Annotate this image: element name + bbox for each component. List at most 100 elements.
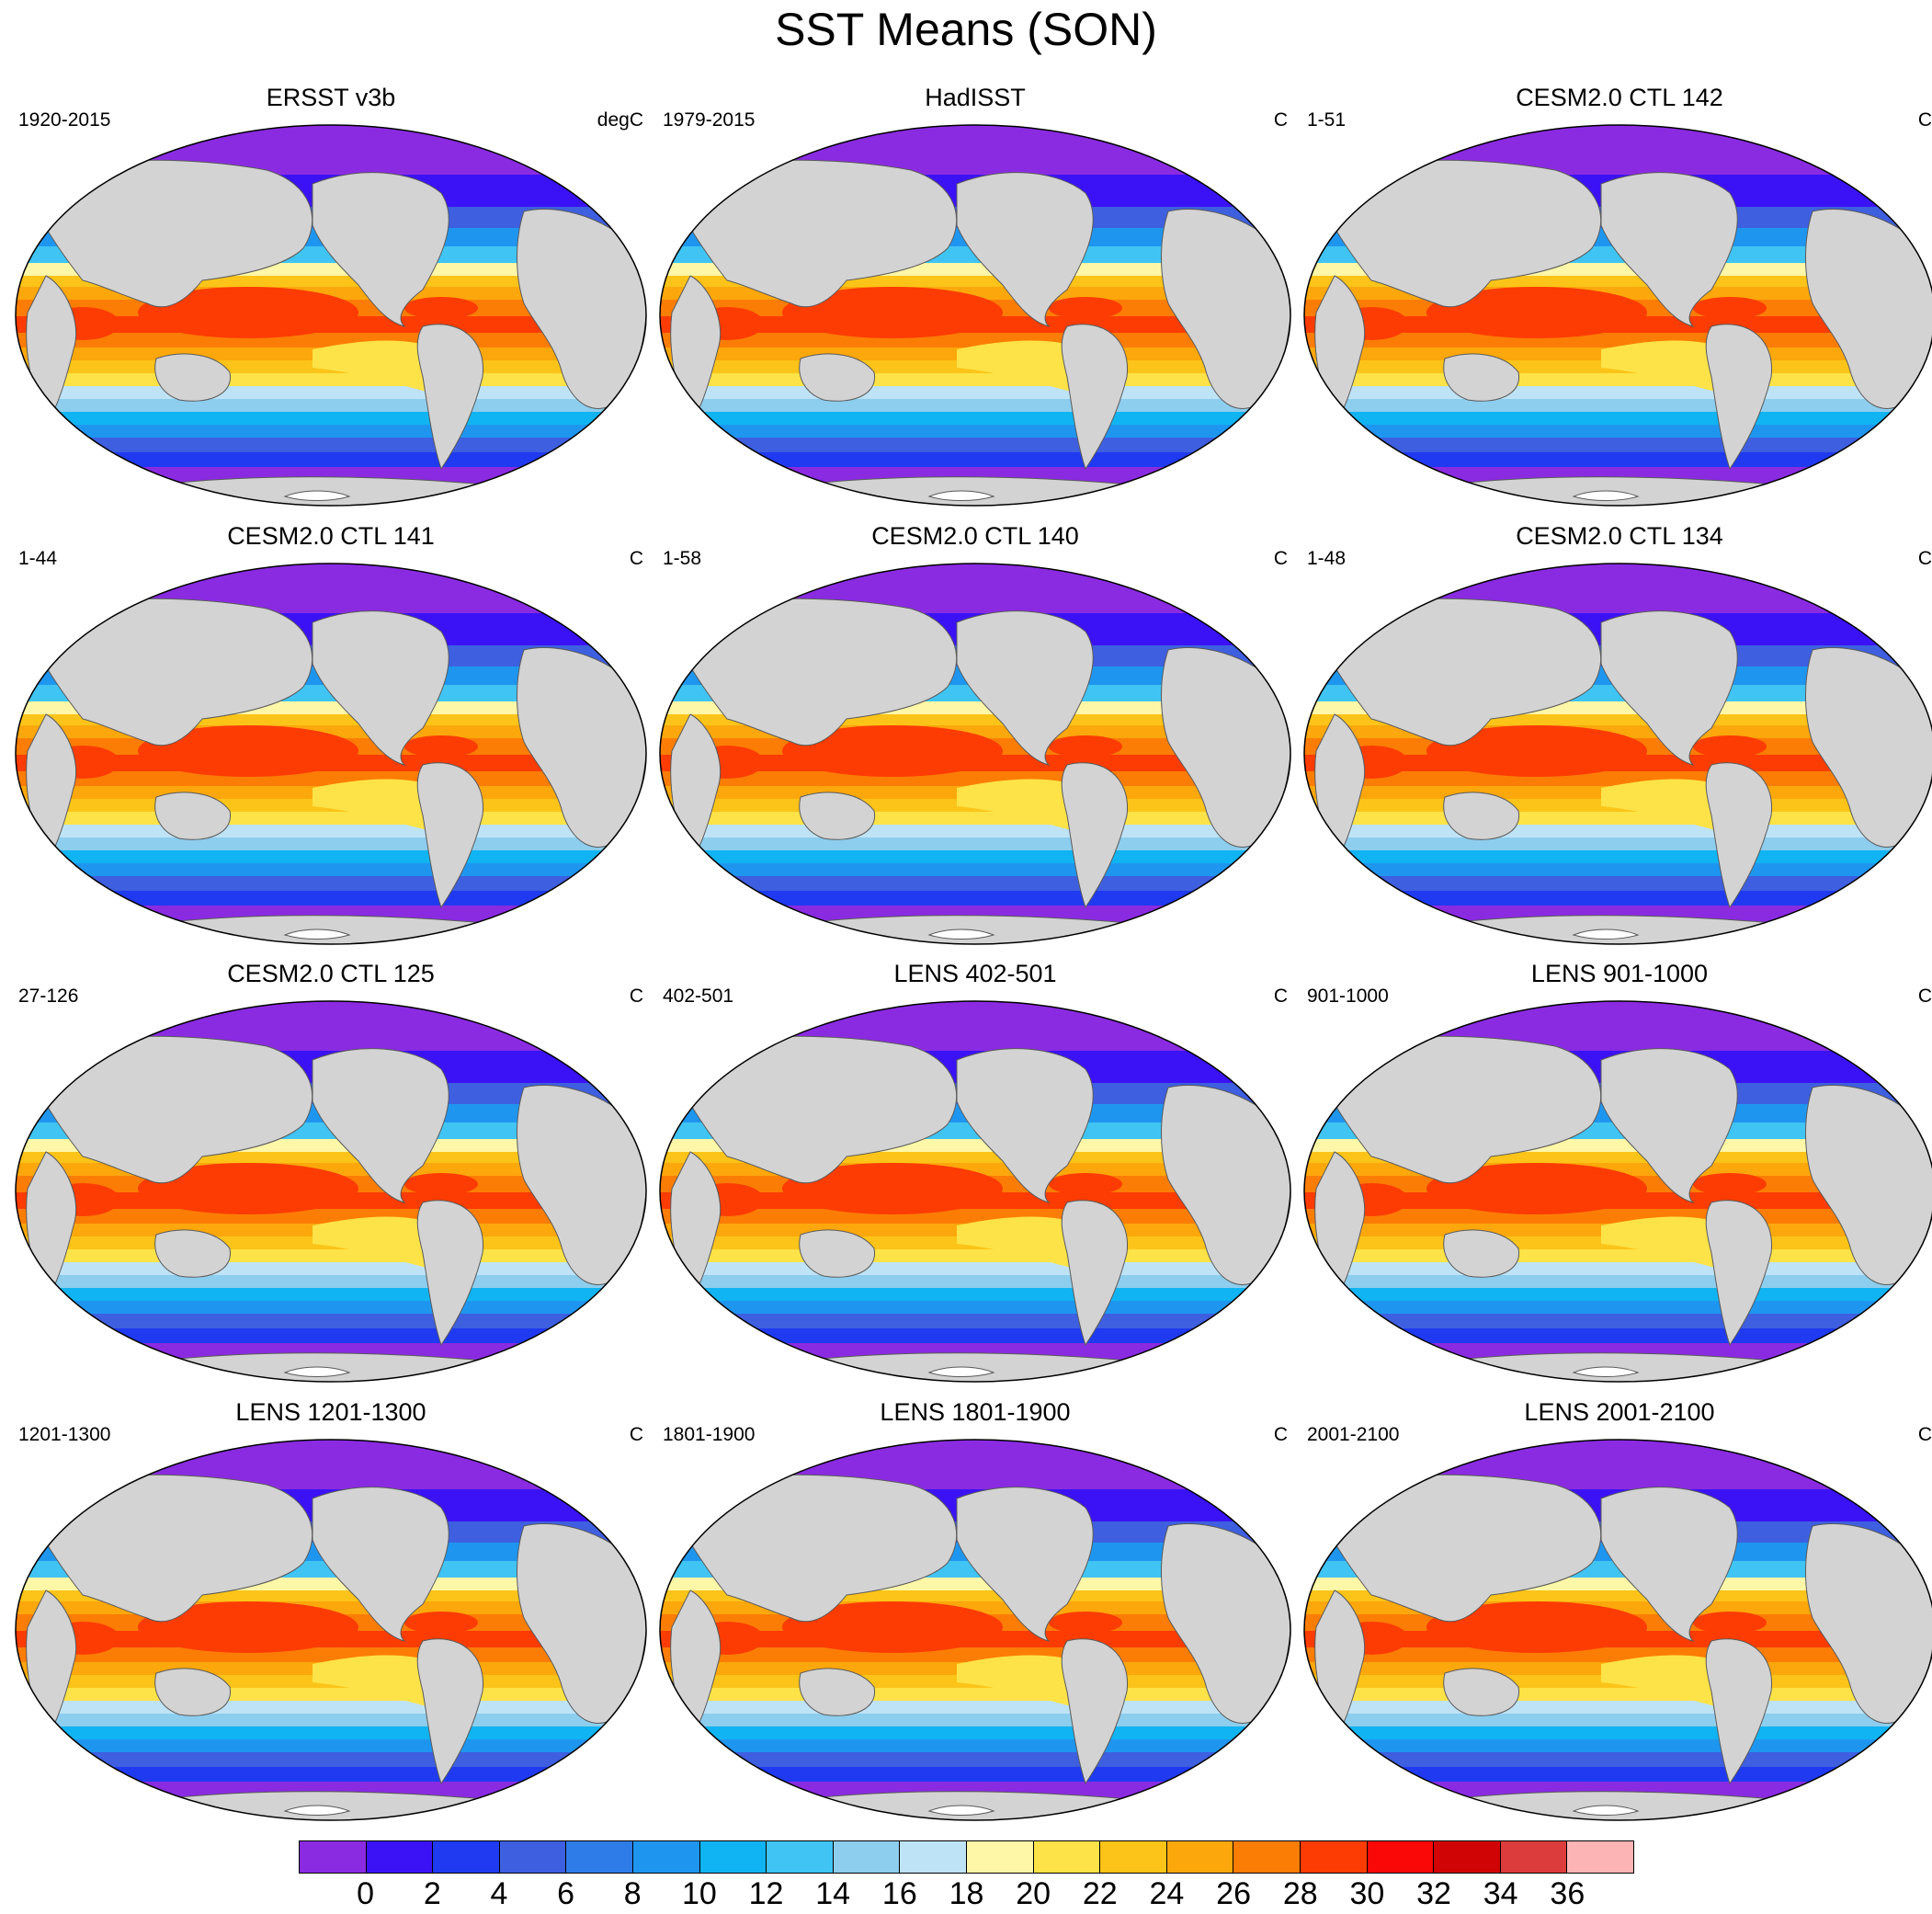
colorbar-box (699, 1841, 767, 1873)
map-panel: LENS 2001-2100 2001-2100 C (1298, 1397, 1932, 1829)
robinson-map (1303, 124, 1932, 507)
map-panel: LENS 402-501 402-501 C (653, 959, 1297, 1391)
colorbar-box (1033, 1841, 1101, 1873)
colorbar-box (300, 1841, 367, 1873)
colorbar-box (1166, 1841, 1234, 1873)
panel-period: 2001-2100 (1307, 1424, 1400, 1445)
robinson-map (1303, 1000, 1932, 1383)
colorbar-box (1233, 1841, 1301, 1873)
colorbar-box (1300, 1841, 1368, 1873)
panel-title: ERSST v3b (266, 84, 396, 111)
panel-period: 1-58 (663, 548, 702, 569)
panel-title: CESM2.0 CTL 125 (227, 960, 435, 987)
panel-units: C (1273, 109, 1288, 131)
figure-title: SST Means (SON) (775, 4, 1157, 55)
colorbar-box (632, 1841, 700, 1873)
panel-title: CESM2.0 CTL 142 (1516, 84, 1723, 111)
colorbar-label: 14 (815, 1876, 851, 1911)
map-panel: LENS 901-1000 901-1000 C (1298, 959, 1932, 1391)
panel-units: C (1917, 1424, 1932, 1445)
panel-period: 901-1000 (1307, 985, 1389, 1007)
panel-units: C (1273, 1424, 1288, 1445)
panel-period: 1-51 (1307, 109, 1347, 131)
panel-title: CESM2.0 CTL 141 (227, 522, 435, 550)
panel-units: C (1917, 109, 1932, 131)
colorbar-label: 10 (681, 1876, 717, 1911)
colorbar-box (366, 1841, 434, 1873)
colorbar-box (1434, 1841, 1501, 1873)
panel-units: C (1273, 985, 1288, 1007)
robinson-map (15, 1439, 647, 1821)
panel-period: 1-44 (18, 548, 58, 569)
colorbar-box (1567, 1841, 1633, 1873)
colorbar-box (566, 1841, 633, 1873)
colorbar-box (833, 1841, 901, 1873)
robinson-map (15, 1000, 647, 1383)
robinson-map (1303, 563, 1932, 945)
colorbar-label: 8 (623, 1876, 642, 1911)
panel-units: C (629, 548, 643, 569)
robinson-map (1303, 1439, 1932, 1821)
panel-period: 1201-1300 (18, 1424, 111, 1445)
colorbar-box (1367, 1841, 1435, 1873)
map-panel: LENS 1801-1900 1801-1900 C (653, 1397, 1297, 1829)
map-panel: CESM2.0 CTL 140 1-58 C (653, 521, 1297, 953)
colorbar-label: 24 (1149, 1876, 1185, 1911)
robinson-map (659, 1000, 1291, 1383)
panel-units: degC (597, 109, 643, 131)
panel-units: C (1917, 985, 1932, 1007)
colorbar-label: 12 (748, 1876, 784, 1911)
colorbar-label: 32 (1416, 1876, 1451, 1911)
panel-title: HadISST (925, 84, 1026, 111)
colorbar-label: 36 (1550, 1876, 1585, 1911)
robinson-map (659, 1439, 1291, 1821)
robinson-map (15, 563, 647, 945)
map-panel: LENS 1201-1300 1201-1300 C (9, 1397, 653, 1829)
colorbar-label: 22 (1082, 1876, 1118, 1911)
panel-units: C (629, 985, 643, 1007)
colorbar-box (900, 1841, 967, 1873)
map-panel: CESM2.0 CTL 142 1-51 C (1298, 83, 1932, 515)
colorbar-label: 18 (949, 1876, 984, 1911)
colorbar-label: 20 (1016, 1876, 1051, 1911)
map-panel: HadISST 1979-2015 C (653, 83, 1297, 515)
panel-title: LENS 901-1000 (1530, 960, 1709, 987)
colorbar-label: 26 (1216, 1876, 1251, 1911)
map-panel: CESM2.0 CTL 134 1-48 C (1298, 521, 1932, 953)
colorbar-label: 16 (881, 1876, 917, 1911)
panel-title: LENS 1801-1900 (880, 1398, 1071, 1426)
panel-title: CESM2.0 CTL 134 (1516, 522, 1723, 550)
colorbar-box (767, 1841, 834, 1873)
colorbar (299, 1840, 1634, 1874)
colorbar-box (1100, 1841, 1167, 1873)
colorbar-label: 2 (423, 1876, 441, 1911)
map-panel: CESM2.0 CTL 125 27-126 C (9, 959, 653, 1391)
panel-period: 1-48 (1307, 548, 1347, 569)
panel-units: C (1917, 548, 1932, 569)
panel-period: 1979-2015 (663, 109, 756, 131)
panel-period: 1801-1900 (663, 1424, 756, 1445)
colorbar-box (966, 1841, 1034, 1873)
colorbar-box (499, 1841, 567, 1873)
colorbar-label: 6 (557, 1876, 575, 1911)
panel-units: C (629, 1424, 643, 1445)
map-panel: ERSST v3b 1920-2015 degC (9, 83, 653, 515)
colorbar-label: 34 (1483, 1876, 1518, 1911)
colorbar-label: 4 (490, 1876, 508, 1911)
colorbar-label: 28 (1282, 1876, 1318, 1911)
robinson-map (659, 124, 1291, 507)
panel-period: 1920-2015 (18, 109, 111, 131)
panel-title: LENS 1201-1300 (235, 1398, 426, 1426)
panel-units: C (1273, 548, 1288, 569)
map-panel: CESM2.0 CTL 141 1-44 C (9, 521, 653, 953)
panel-title: LENS 402-501 (893, 960, 1057, 987)
colorbar-label: 0 (357, 1876, 375, 1911)
colorbar-labels: 0 2 4 6 8 10 12 14 16 18 20 22 24 26 28 30 32 34 36 (299, 1875, 1634, 1912)
panel-period: 402-501 (663, 985, 734, 1007)
panel-title: CESM2.0 CTL 140 (871, 522, 1079, 550)
colorbar-box (433, 1841, 500, 1873)
panel-title: LENS 2001-2100 (1524, 1398, 1715, 1426)
robinson-map (15, 124, 647, 507)
colorbar-box (1500, 1841, 1568, 1873)
panel-period: 27-126 (18, 985, 79, 1007)
